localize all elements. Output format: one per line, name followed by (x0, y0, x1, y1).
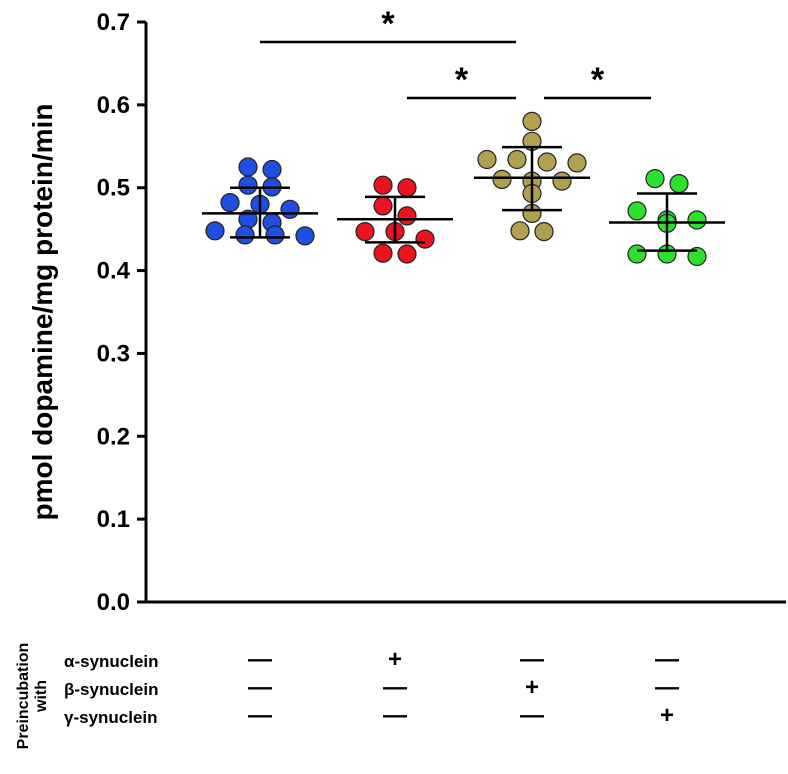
error-bars (202, 145, 725, 252)
y-axis-label: pmol dopamine/mg protein/min (27, 104, 58, 521)
preincubation-label: Preincubation (15, 643, 32, 750)
design-sign: — (520, 702, 544, 729)
data-point (627, 244, 647, 264)
design-row-label: α-synuclein (64, 652, 159, 671)
data-point (220, 193, 240, 213)
data-points (205, 111, 707, 267)
data-point (534, 222, 554, 242)
design-row-label: γ-synuclein (64, 708, 158, 727)
design-table: Preincubation with α-synuclein — + — —β-synu… (15, 643, 679, 750)
significance-star: * (381, 5, 395, 43)
data-point (669, 174, 689, 194)
y-tick-label: 0.2 (97, 423, 130, 450)
design-sign: — (248, 674, 272, 701)
design-sign: — (520, 646, 544, 673)
data-point (373, 196, 393, 216)
y-tick-label: 0.0 (97, 589, 130, 616)
design-sign: — (248, 702, 272, 729)
y-axis-ticks: 0.0 0.1 0.2 0.3 0.4 0.5 0.6 0.7 (97, 9, 146, 616)
data-point (265, 225, 285, 245)
data-point (477, 149, 497, 170)
data-point (262, 159, 282, 180)
design-sign: — (383, 674, 407, 701)
y-tick-label: 0.5 (97, 175, 130, 202)
y-tick-label: 0.1 (97, 506, 130, 533)
data-point (567, 153, 587, 173)
data-point (238, 157, 258, 177)
data-point (397, 178, 417, 198)
data-point (687, 210, 707, 230)
data-point (552, 171, 572, 191)
y-tick-label: 0.6 (97, 92, 130, 119)
design-sign: — (655, 646, 679, 673)
data-point (510, 221, 530, 241)
data-point (415, 229, 435, 249)
data-point (507, 149, 527, 170)
y-tick-label: 0.4 (97, 258, 131, 285)
significance-star: * (591, 61, 605, 99)
data-point (238, 175, 258, 195)
data-point (627, 201, 647, 221)
data-point (397, 206, 417, 226)
significance-star: * (455, 61, 469, 99)
data-point (295, 226, 315, 246)
y-tick-label: 0.3 (97, 340, 130, 367)
data-point (235, 225, 255, 245)
data-point (280, 199, 300, 219)
preincubation-label-with: with (33, 680, 50, 713)
data-point (645, 169, 665, 189)
design-sign: — (383, 702, 407, 729)
y-tick-label: 0.7 (97, 9, 130, 36)
design-sign: + (388, 646, 402, 673)
design-sign: — (248, 646, 272, 673)
design-row-label: β-synuclein (64, 680, 158, 699)
data-point (492, 169, 512, 189)
data-point (522, 111, 542, 132)
data-point (687, 246, 707, 267)
data-point (397, 244, 417, 264)
data-point (355, 222, 375, 242)
data-point (373, 175, 393, 195)
data-point (537, 152, 557, 172)
design-sign: — (655, 674, 679, 701)
data-point (205, 221, 225, 241)
significance-brackets: * * * (260, 5, 651, 100)
design-sign: + (660, 702, 674, 729)
data-point (373, 243, 393, 263)
design-sign: + (525, 674, 539, 701)
